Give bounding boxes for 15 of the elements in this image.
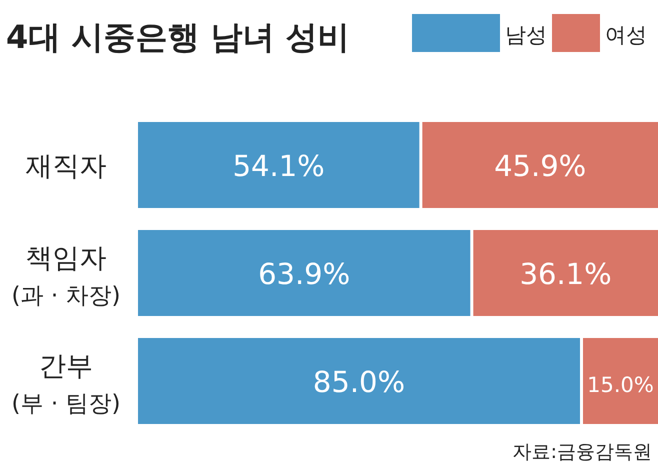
text: 자료:금융감독원 xyxy=(512,441,652,463)
data-label: 36.1% xyxy=(520,257,612,291)
data-label: 45.9% xyxy=(494,149,586,183)
legend-label: 남성 xyxy=(505,23,547,47)
data-label: 15.0% xyxy=(587,373,654,397)
data-label: 54.1% xyxy=(232,149,325,183)
legend-item: 남성 xyxy=(412,14,547,52)
chart-title: 4대 시중은행 남녀 성비 xyxy=(6,18,350,56)
data-label: 63.9% xyxy=(258,257,350,291)
category-label: 재직자 xyxy=(26,151,106,182)
category-label: 책임자 (과 · 차장) xyxy=(12,243,120,309)
legend-label: 여성 xyxy=(605,23,647,47)
data-label: 85.0% xyxy=(312,365,406,399)
legend-item: 여성 xyxy=(552,14,647,52)
category-label: 간부 (부 · 팀장) xyxy=(12,351,120,417)
